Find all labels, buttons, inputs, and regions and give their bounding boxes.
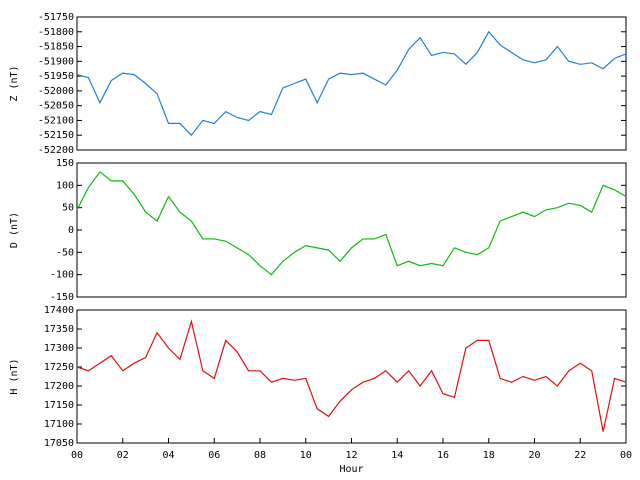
y-tick-label: 100 [56,180,74,191]
x-tick-label: 18 [483,450,495,461]
y-tick-label: -51950 [38,71,74,82]
plot-frame [76,162,627,298]
y-tick-label: -51750 [38,12,74,23]
y-tick-label: -100 [50,270,74,281]
y-tick-label: -50 [56,247,74,258]
y-tick-label: 0 [68,225,74,236]
y-tick-label: 17300 [44,343,74,354]
x-tick-label: 04 [162,450,174,461]
y-tick-label: 150 [56,158,74,169]
plot-frame [76,16,627,151]
y-tick-label: -51850 [38,42,74,53]
x-tick-label: 20 [528,450,540,461]
x-tick-label: 16 [437,450,449,461]
x-tick-label: 06 [208,450,220,461]
y-tick-label: -52050 [38,101,74,112]
y-tick-label: -52000 [38,86,74,97]
y-tick-label: -51800 [38,27,74,38]
y-tick-label: -52150 [38,130,74,141]
y-tick-label: 17400 [44,305,74,316]
y-tick-label: 17100 [44,419,74,430]
y-axis-label: H (nT) [9,358,20,394]
y-tick-label: 50 [62,203,74,214]
y-tick-label: 17250 [44,362,74,373]
x-tick-label: 02 [117,450,129,461]
y-tick-label: 17200 [44,381,74,392]
y-tick-label: -52100 [38,115,74,126]
y-axis-label: D (nT) [9,212,20,248]
x-tick-label: 10 [300,450,312,461]
y-tick-label: 17350 [44,324,74,335]
y-tick-label: 17150 [44,400,74,411]
y-axis-label: Z (nT) [9,65,20,101]
y-tick-label: -51900 [38,56,74,67]
y-tick-label: -52200 [38,145,74,156]
x-tick-label: 08 [254,450,266,461]
plot-frame [76,309,627,444]
y-tick-label: 17050 [44,438,74,449]
x-tick-label: 22 [574,450,586,461]
x-tick-label: 00 [620,450,632,461]
x-tick-label: 12 [345,450,357,461]
x-tick-label: 14 [391,450,403,461]
data-line [76,319,627,432]
data-line [76,30,627,137]
y-tick-label: -150 [50,292,74,303]
x-tick-label: 00 [71,450,83,461]
x-axis-label: Hour [339,464,363,475]
data-line [76,171,627,276]
